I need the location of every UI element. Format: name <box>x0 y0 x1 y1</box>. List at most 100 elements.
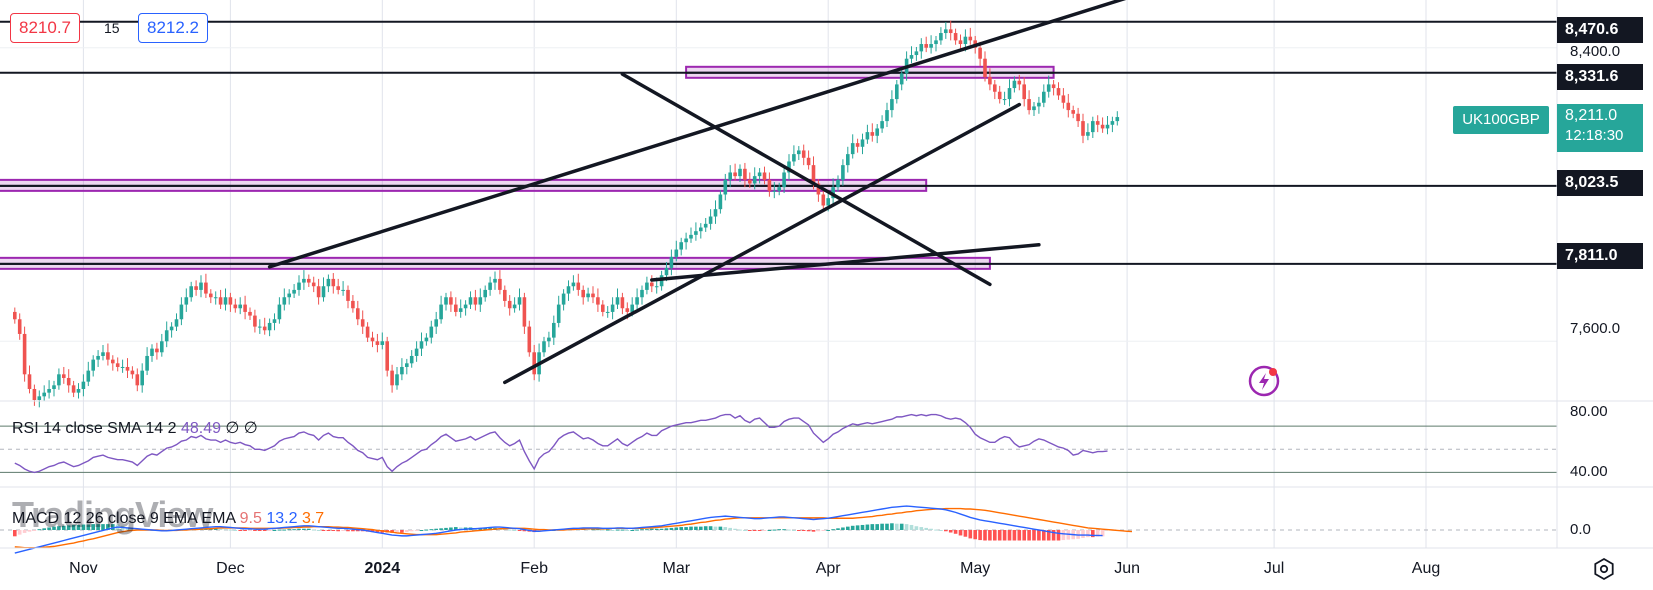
candle-body-47 <box>243 304 247 312</box>
macd-bar-96 <box>483 527 487 530</box>
macd-bar-101 <box>507 529 512 531</box>
candle-body-58 <box>297 282 301 290</box>
macd-bar-46 <box>238 530 242 531</box>
macd-bar-161 <box>801 530 806 531</box>
candle-body-36 <box>189 286 193 298</box>
candle-body-93 <box>468 297 473 305</box>
month-label-7: Jun <box>1114 560 1140 577</box>
macd-bar-185 <box>919 527 924 530</box>
candle-body-4 <box>32 388 37 400</box>
rsi-value: 48.49 <box>180 420 222 437</box>
candle-body-174 <box>865 132 870 140</box>
candle-body-186 <box>924 44 928 48</box>
macd-bar-186 <box>924 527 928 530</box>
month-label-2: 2024 <box>364 560 401 577</box>
candle-body-97 <box>488 282 492 290</box>
candle-body-96 <box>483 289 487 298</box>
candle-body-63 <box>321 286 326 298</box>
candle-body-184 <box>914 51 919 56</box>
candle-body-211 <box>1046 84 1051 92</box>
candle-body-140 <box>699 227 703 232</box>
candle-body-152 <box>757 172 762 177</box>
candle-body-38 <box>199 282 203 290</box>
macd-bar-54 <box>277 529 282 531</box>
macd-bar-219 <box>1086 530 1090 538</box>
macd-bar-140 <box>699 526 703 530</box>
candle-body-218 <box>1081 121 1085 136</box>
macd-bar-170 <box>846 526 850 530</box>
macd-bar-211 <box>1046 530 1051 541</box>
macd-bar-4 <box>32 530 37 531</box>
candle-body-10 <box>62 374 66 378</box>
candle-body-202 <box>1002 99 1007 101</box>
macd-bar-90 <box>454 527 458 530</box>
trendline-0 <box>267 0 1127 269</box>
ask-price-box[interactable]: 8212.2 <box>138 13 208 43</box>
pane-dividers <box>0 0 1653 549</box>
candle-body-138 <box>689 234 693 239</box>
candle-body-147 <box>733 172 737 177</box>
rsi-pane <box>0 413 1557 474</box>
candle-body-84 <box>424 337 429 342</box>
macd-bar-128 <box>640 529 644 531</box>
macd-bar-162 <box>806 530 811 532</box>
macd-bar-133 <box>664 528 669 530</box>
candle-body-50 <box>258 326 262 328</box>
macd-bar-85 <box>429 529 434 531</box>
macd-bar-218 <box>1081 530 1085 538</box>
candle-body-42 <box>218 297 223 305</box>
macd-bar-59 <box>302 528 306 530</box>
candle-body-157 <box>782 172 786 188</box>
candle-body-146 <box>728 172 732 180</box>
candle-body-15 <box>86 370 91 382</box>
horizontal-levels <box>0 20 1557 265</box>
flash-icon[interactable] <box>1247 364 1281 398</box>
rsi-name: RSI 14 close SMA 14 2 <box>12 420 177 437</box>
candle-body-210 <box>1042 91 1046 103</box>
candle-body-69 <box>351 300 355 309</box>
macd-bar-48 <box>248 530 252 531</box>
candle-body-139 <box>694 231 698 235</box>
macd-bar-14 <box>81 524 86 530</box>
macd-bar-181 <box>899 523 904 530</box>
macd-bar-179 <box>890 523 894 530</box>
macd-bar-147 <box>733 528 737 530</box>
candle-body-81 <box>409 355 414 364</box>
macd-bar-197 <box>978 530 982 541</box>
settings-icon[interactable] <box>1592 557 1616 581</box>
macd-bar-68 <box>346 530 350 532</box>
macd-label[interactable]: MACD 12 26 close 9 EMA EMA 9.5 13.2 3.7 <box>12 510 324 528</box>
candle-body-176 <box>875 128 879 136</box>
candle-body-203 <box>1007 88 1012 100</box>
macd-bar-15 <box>86 524 91 530</box>
macd-bar-189 <box>939 530 943 531</box>
candle-body-31 <box>164 330 169 342</box>
candle-body-124 <box>620 297 625 309</box>
macd-histogram-value: 9.5 <box>239 510 262 527</box>
candle-body-127 <box>635 297 639 305</box>
macd-bar-7 <box>47 527 51 530</box>
candle-body-207 <box>1027 99 1031 111</box>
rsi-label[interactable]: RSI 14 close SMA 14 2 48.49 ∅ ∅ <box>12 418 258 438</box>
macd-bar-91 <box>458 527 463 530</box>
candle-body-159 <box>792 154 796 162</box>
macd-bar-198 <box>983 530 987 541</box>
macd-bar-6 <box>42 528 46 530</box>
level-badge-3: 8,023.5 <box>1557 170 1643 196</box>
macd-bar-195 <box>968 530 973 539</box>
macd-bar-201 <box>997 530 1002 541</box>
candle-body-144 <box>718 194 723 210</box>
candle-body-171 <box>850 143 855 155</box>
macd-bar-65 <box>331 530 336 531</box>
bid-price-box[interactable]: 8210.7 <box>10 13 80 43</box>
candle-body-70 <box>356 308 360 320</box>
macd-bar-149 <box>743 530 747 531</box>
candle-body-100 <box>503 289 507 301</box>
candle-body-51 <box>262 326 267 331</box>
candle-body-118 <box>591 293 595 298</box>
macd-bar-164 <box>816 530 821 532</box>
candle-body-89 <box>449 297 453 305</box>
candle-body-68 <box>346 289 350 301</box>
candle-body-65 <box>331 278 336 287</box>
